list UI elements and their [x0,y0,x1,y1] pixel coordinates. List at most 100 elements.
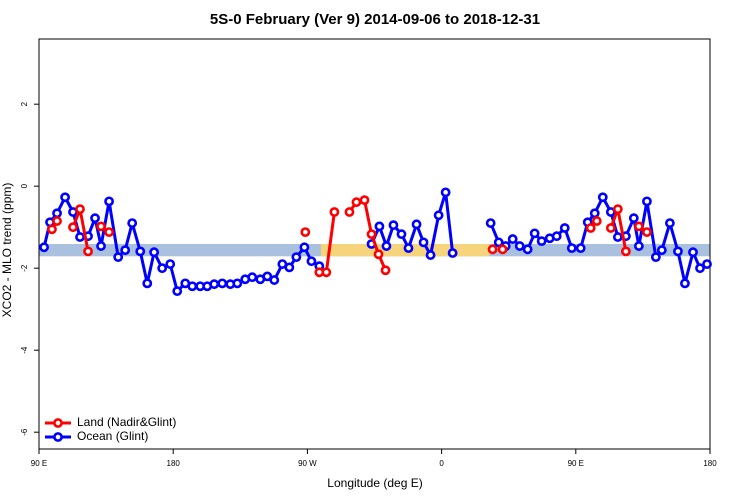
data-point [497,244,508,255]
data-point [75,232,85,242]
data-point [591,216,602,226]
x-tick-label: 180 [167,459,181,468]
data-point [380,265,391,276]
series-1 [39,187,712,297]
data-point [68,222,78,233]
data-point [127,218,138,228]
data-point [366,229,377,240]
data-point [507,234,518,244]
data-point [575,243,586,253]
data-point [656,245,667,256]
data-point [165,259,176,269]
data-point [269,275,280,285]
x-tick-label: 90 W [298,459,317,468]
y-tick-label: 0 [20,183,29,188]
data-point [104,196,114,207]
data-point [425,250,436,260]
data-point [633,241,644,251]
data-point [135,246,146,257]
data-point [306,256,317,267]
data-point [351,197,362,208]
data-point [299,242,310,253]
data-point [39,242,49,253]
data-point [702,259,712,269]
y-tick-label: 2 [20,101,29,106]
data-point [612,204,623,215]
data-point [403,243,414,253]
data-point [650,252,661,263]
data-point [120,245,131,256]
y-axis-label: XCO2 - MLO trend (ppm) [0,183,14,318]
data-point [52,216,62,226]
data-point [621,246,631,257]
data-point [83,246,93,257]
data-point [284,262,295,273]
x-tick-label: 90 E [568,459,584,468]
y-tick-label: -6 [20,428,29,436]
data-point [673,246,683,257]
data-point [172,286,183,297]
chart-title: 5S-0 February (Ver 9) 2014-09-06 to 2018… [210,11,540,28]
data-point [52,208,62,219]
data-point [96,241,106,251]
data-point [487,244,498,255]
legend-marker [53,432,63,442]
legend-marker [53,418,63,428]
data-point [104,227,114,238]
data-point [149,247,160,258]
data-point [373,249,384,260]
data-point [612,232,623,242]
data-point [232,278,243,289]
data-point [262,271,273,282]
y-tick-label: -4 [20,346,29,354]
legend-label: Ocean (Glint) [77,429,148,443]
data-point [374,221,385,232]
data-point [585,223,596,233]
data-point [187,281,198,292]
data-point [411,219,422,230]
data-point [529,228,540,239]
data-point [418,237,429,248]
data-point [633,221,644,232]
data-point [300,227,311,238]
data-point [344,207,355,217]
legend-label: Land (Nadir&Glint) [77,415,176,429]
data-point [688,247,698,258]
data-point [514,241,525,251]
data-point [664,218,675,228]
data-point [440,187,451,198]
data-point [566,243,577,253]
x-axis-label: Longitude (deg E) [327,476,422,490]
data-point [642,196,652,207]
data-point [628,213,639,224]
data-point [142,278,153,289]
data-point [217,278,228,289]
data-point [75,204,85,215]
x-tick-label: 90 E [31,459,47,468]
data-point [597,192,608,203]
data-point [493,237,504,248]
data-point [47,224,57,235]
data-point [605,223,616,233]
data-point [359,195,370,206]
data-point [329,207,340,217]
series-0 [47,195,652,278]
data-point [695,263,705,274]
x-tick-label: 180 [703,459,717,468]
data-point [381,241,392,251]
x-tick-label: 0 [439,459,444,468]
data-point [388,220,399,231]
data-point [396,229,407,240]
data-point [321,267,332,278]
data-point [90,213,100,224]
data-point [551,231,562,242]
data-point [642,227,652,238]
data-point [291,252,302,263]
data-point [113,252,124,263]
data-point [96,221,106,232]
plot-frame [38,38,711,450]
data-point [680,278,690,289]
data-point [447,248,458,258]
data-point [433,210,444,221]
